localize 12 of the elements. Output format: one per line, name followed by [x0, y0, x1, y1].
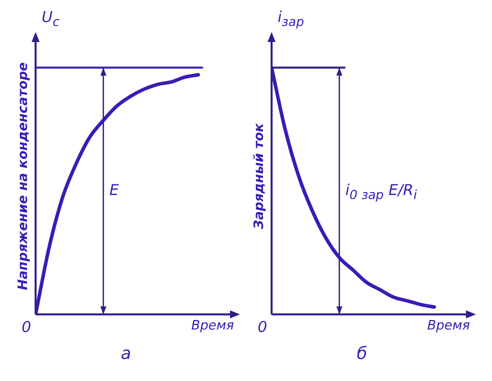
text: 0: [22, 318, 32, 336]
x-axis-title: Время: [427, 318, 470, 334]
y-axis-title: Напряжение на конденсаторе: [16, 62, 32, 290]
annotation: i$_{0 зар}$ E/R$_{i}$: [345, 181, 417, 202]
text: U$_{c}$: [42, 8, 60, 29]
text: а: [120, 344, 132, 364]
annotation: E: [109, 181, 119, 199]
text: б: [356, 344, 368, 364]
text: i$_{зар}$: [278, 8, 304, 29]
text: 0: [258, 318, 268, 336]
x-axis-title: Время: [191, 318, 234, 334]
y-axis-title: Зарядный ток: [252, 122, 268, 230]
